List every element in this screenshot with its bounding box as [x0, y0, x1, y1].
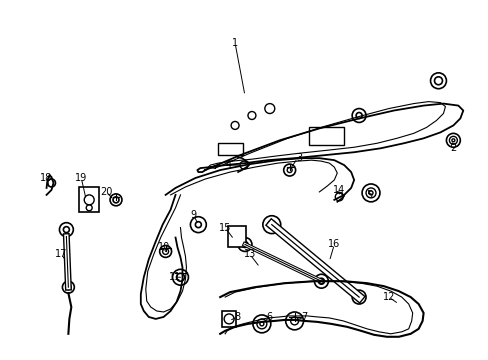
Text: 9: 9: [190, 210, 196, 220]
Circle shape: [286, 168, 291, 172]
Circle shape: [355, 294, 361, 300]
Circle shape: [355, 113, 361, 118]
Bar: [218, 143, 243, 155]
Circle shape: [113, 197, 119, 203]
Text: 12: 12: [382, 292, 394, 302]
Circle shape: [66, 285, 71, 290]
Circle shape: [434, 77, 442, 85]
Bar: [222, 311, 236, 327]
Text: 5: 5: [365, 190, 371, 200]
Text: 13: 13: [244, 249, 256, 260]
Circle shape: [451, 139, 454, 142]
Circle shape: [368, 191, 372, 195]
Bar: [228, 226, 245, 247]
Circle shape: [163, 248, 168, 255]
Bar: [79, 187, 99, 212]
Text: 17: 17: [55, 249, 67, 260]
Text: 3: 3: [296, 153, 302, 163]
Text: 1: 1: [231, 38, 238, 48]
Text: 8: 8: [234, 312, 240, 322]
Text: 10: 10: [157, 243, 169, 252]
Text: 2: 2: [449, 143, 456, 153]
Text: 18: 18: [41, 173, 53, 183]
Circle shape: [267, 221, 275, 229]
Circle shape: [176, 273, 184, 281]
Text: 19: 19: [75, 173, 87, 183]
Circle shape: [259, 322, 264, 326]
Text: 15: 15: [219, 222, 231, 233]
Circle shape: [63, 227, 69, 233]
Text: 4: 4: [224, 160, 231, 170]
Circle shape: [195, 222, 201, 228]
Circle shape: [290, 317, 298, 325]
Text: 6: 6: [266, 312, 272, 322]
Text: 7: 7: [301, 312, 307, 322]
Text: 20: 20: [100, 187, 112, 197]
Bar: [309, 127, 344, 145]
Circle shape: [318, 278, 324, 284]
Text: 16: 16: [327, 239, 340, 249]
Text: 11: 11: [169, 272, 181, 282]
Text: 14: 14: [332, 185, 345, 195]
Circle shape: [242, 242, 247, 247]
